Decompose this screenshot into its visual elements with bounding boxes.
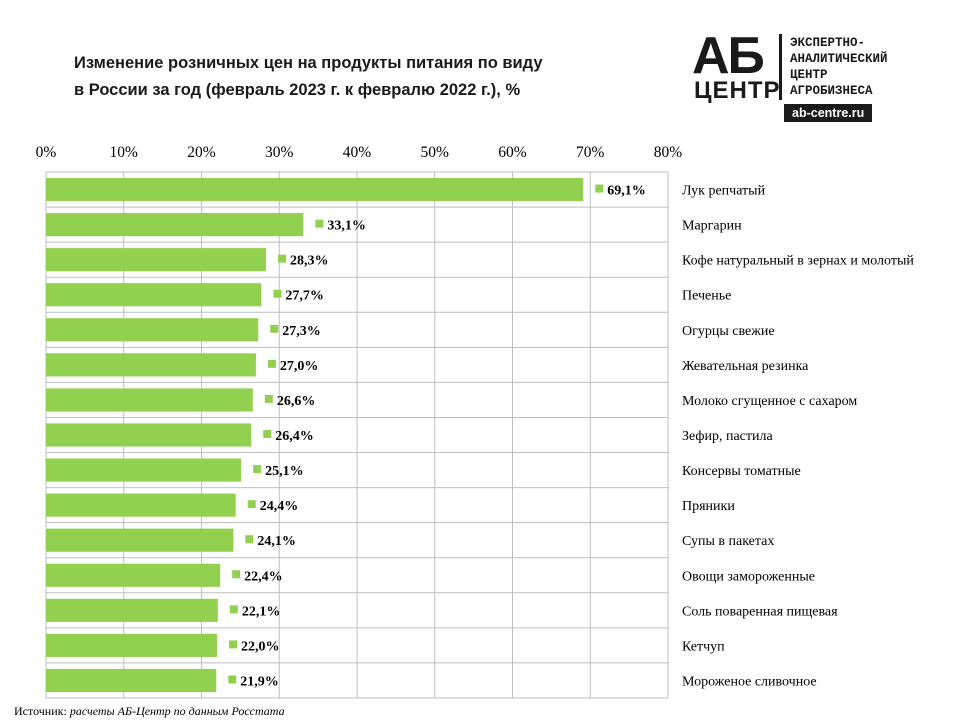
ab-centre-logo: АБ ЦЕНТР ЭКСПЕРТНО- АНАЛИТИЧЕСКИЙ ЦЕНТР … [690, 27, 940, 126]
x-tick-label-6: 60% [498, 144, 527, 161]
category-label-10: Супы в пакетах [682, 534, 774, 549]
value-marker-9 [247, 500, 256, 509]
bar-3 [46, 283, 262, 307]
logo-mark-bottom: ЦЕНТР [694, 77, 781, 104]
value-marker-8 [253, 465, 262, 474]
bar-4 [46, 318, 259, 342]
value-marker-6 [264, 394, 273, 403]
x-tick-label-3: 30% [265, 144, 294, 161]
category-label-12: Соль поваренная пищевая [682, 604, 838, 619]
x-tick-label-2: 20% [187, 144, 216, 161]
category-label-9: Пряники [682, 499, 735, 514]
category-label-1: Маргарин [682, 219, 742, 234]
chart-title-line-2: в России за год (февраль 2023 г. к февра… [74, 81, 521, 99]
category-label-13: Кетчуп [682, 639, 725, 654]
x-tick-label-8: 80% [654, 144, 683, 161]
chart-title: Изменение розничных цен на продукты пита… [74, 50, 634, 104]
bar-13 [46, 633, 218, 657]
source-label: Источник: [14, 704, 67, 718]
logo-divider [779, 34, 782, 100]
bar-12 [46, 598, 218, 622]
x-tick-label-4: 40% [343, 144, 372, 161]
source-text: расчеты АБ-Центр по данным Росстата [69, 704, 285, 718]
category-label-2: Кофе натуральный в зернах и молотый [682, 254, 914, 269]
source-note: Источник: расчеты АБ-Центр по данным Рос… [14, 704, 285, 719]
logo-site-link[interactable]: ab-centre.ru [784, 104, 873, 122]
logo-mark-top: АБ [692, 27, 765, 85]
category-label-11: Овощи замороженные [682, 569, 815, 584]
category-label-8: Консервы томатные [682, 464, 801, 479]
bar-5 [46, 353, 256, 377]
value-marker-7 [263, 430, 272, 438]
value-label-7: 26,4% [275, 429, 314, 444]
chart-title-line-1: Изменение розничных цен на продукты пита… [74, 54, 543, 72]
bar-0 [46, 177, 584, 202]
category-label-4: Огурцы свежие [682, 324, 775, 339]
logo-line-1: ЭКСПЕРТНО- [790, 36, 866, 50]
value-marker-1 [315, 219, 324, 228]
value-marker-14 [228, 675, 237, 684]
category-label-0: Лук репчатый [682, 184, 766, 199]
value-marker-2 [278, 254, 287, 263]
bar-10 [46, 528, 234, 552]
value-marker-5 [267, 359, 276, 368]
logo-line-4: АГРОБИЗНЕСА [790, 84, 873, 98]
category-label-7: Зефир, пастила [682, 429, 773, 444]
value-marker-10 [245, 535, 254, 544]
value-label-0: 69,1% [607, 184, 646, 199]
logo-line-2: АНАЛИТИЧЕСКИЙ [790, 52, 888, 66]
value-label-11: 22,4% [244, 569, 283, 584]
value-label-1: 33,1% [327, 219, 366, 234]
value-label-9: 24,4% [260, 499, 299, 514]
bar-8 [46, 458, 242, 482]
value-label-4: 27,3% [282, 324, 321, 339]
bar-7 [46, 423, 252, 447]
x-tick-label-0: 0% [36, 144, 57, 161]
value-label-14: 21,9% [240, 674, 279, 689]
x-tick-label-7: 70% [576, 144, 605, 161]
category-label-6: Молоко сгущенное с сахаром [682, 394, 857, 409]
value-marker-12 [229, 605, 238, 614]
bar-14 [46, 668, 217, 693]
value-marker-3 [273, 289, 282, 298]
logo-text: ЭКСПЕРТНО- АНАЛИТИЧЕСКИЙ ЦЕНТР АГРОБИЗНЕ… [790, 35, 888, 99]
value-label-12: 22,1% [242, 604, 281, 619]
bar-2 [46, 248, 267, 272]
value-marker-13 [229, 640, 238, 649]
value-label-5: 27,0% [280, 359, 319, 374]
category-label-3: Печенье [682, 289, 731, 304]
bar-11 [46, 563, 221, 587]
category-label-5: Жевательная резинка [682, 359, 809, 374]
value-label-13: 22,0% [241, 639, 279, 654]
value-label-6: 26,6% [277, 394, 316, 409]
value-label-10: 24,1% [257, 534, 296, 549]
value-label-3: 27,7% [285, 289, 324, 304]
logo-line-3: ЦЕНТР [790, 68, 828, 82]
bar-9 [46, 493, 236, 517]
x-tick-label-5: 50% [421, 144, 450, 161]
bar-1 [46, 213, 304, 237]
value-label-2: 28,3% [290, 254, 329, 269]
value-label-8: 25,1% [265, 464, 304, 479]
value-marker-0 [595, 184, 604, 193]
value-marker-4 [270, 324, 279, 333]
value-marker-11 [232, 570, 241, 579]
bar-6 [46, 388, 253, 412]
x-tick-label-1: 10% [110, 144, 139, 161]
category-label-14: Мороженое сливочное [682, 674, 817, 689]
